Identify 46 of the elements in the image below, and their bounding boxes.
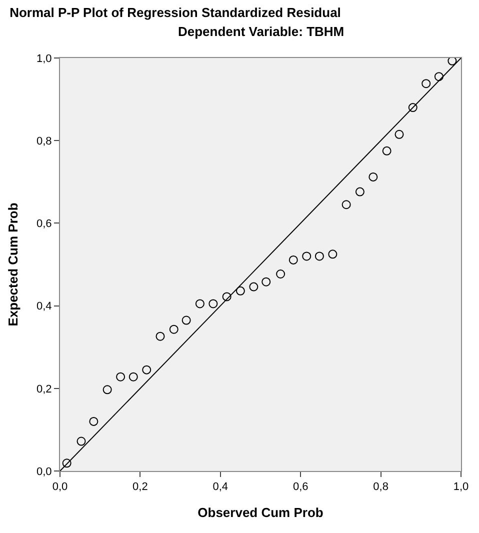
y-tick-label: 0,6 bbox=[36, 218, 52, 230]
point bbox=[355, 187, 364, 196]
point bbox=[314, 252, 324, 261]
point bbox=[276, 270, 286, 278]
point bbox=[142, 365, 152, 374]
chart-title: Normal P-P Plot of Regression Standardized Residual bbox=[10, 5, 341, 20]
point bbox=[236, 286, 245, 296]
y-tick-label: 0,0 bbox=[36, 466, 52, 478]
point bbox=[262, 277, 271, 286]
x-tick-label: 1,0 bbox=[453, 481, 469, 494]
chart-subtitle: Dependent Variable: TBHM bbox=[178, 24, 344, 39]
point bbox=[195, 299, 204, 308]
x-axis-title: Observed Cum Prob bbox=[198, 504, 324, 520]
point bbox=[448, 58, 457, 66]
point bbox=[62, 458, 72, 468]
point bbox=[288, 255, 298, 264]
point bbox=[422, 79, 431, 88]
point bbox=[222, 292, 232, 302]
point bbox=[116, 372, 126, 382]
point bbox=[76, 436, 86, 446]
point bbox=[368, 172, 378, 182]
point bbox=[182, 316, 191, 325]
point bbox=[156, 332, 165, 341]
point bbox=[342, 200, 351, 210]
x-tick-label: 0,8 bbox=[373, 481, 388, 494]
point bbox=[128, 372, 138, 382]
point bbox=[169, 324, 178, 334]
x-tick-label: 0,4 bbox=[212, 481, 228, 494]
point bbox=[434, 72, 444, 82]
point bbox=[302, 252, 312, 261]
point bbox=[382, 146, 392, 156]
y-axis-title: Expected Cum Prob bbox=[5, 202, 20, 326]
point bbox=[208, 299, 218, 308]
point bbox=[89, 416, 98, 426]
point bbox=[249, 282, 258, 292]
y-tick-label: 0,4 bbox=[36, 300, 52, 313]
y-tick-label: 0,2 bbox=[36, 383, 52, 396]
x-tick-label: 0,6 bbox=[292, 481, 308, 494]
point bbox=[328, 250, 338, 259]
x-tick-label: 0,0 bbox=[52, 481, 68, 494]
point bbox=[408, 103, 418, 112]
y-tick-label: 1,0 bbox=[36, 52, 52, 65]
y-tick-label: 0,8 bbox=[36, 135, 52, 148]
point bbox=[102, 385, 112, 394]
x-tick-label: 0,2 bbox=[132, 481, 148, 494]
point bbox=[394, 130, 404, 139]
